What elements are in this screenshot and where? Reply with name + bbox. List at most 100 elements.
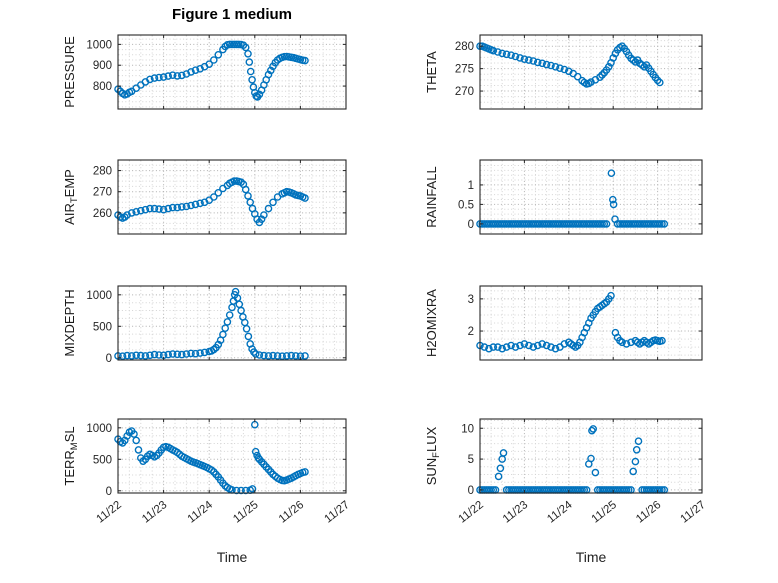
y-tick-label: 2 <box>468 326 474 338</box>
y-tick-label: 0 <box>468 219 474 231</box>
data-point <box>269 198 277 207</box>
data-point <box>146 75 154 84</box>
y-tick-label: 0 <box>106 486 112 498</box>
data-point <box>301 56 309 65</box>
data-point <box>146 351 154 360</box>
data-point <box>246 67 255 76</box>
y-axis-label: RAINFALL <box>424 166 439 227</box>
y-tick-label: 0 <box>468 485 474 497</box>
y-axis-label: MIXDEPTH <box>62 289 77 356</box>
data-point <box>485 344 493 353</box>
data-point <box>132 436 140 445</box>
data-point <box>551 63 560 71</box>
y-tick-label: 1000 <box>86 290 112 302</box>
data-point <box>542 60 551 69</box>
data-point <box>173 350 182 359</box>
data-point <box>260 351 268 360</box>
data-point <box>291 352 300 360</box>
data-point <box>287 351 296 360</box>
data-point <box>123 351 131 360</box>
data-point <box>498 49 507 58</box>
data-point <box>150 350 159 359</box>
data-point <box>656 220 664 228</box>
x-tick-label: 11/22 <box>94 499 123 526</box>
y-tick-label: 280 <box>455 41 474 53</box>
x-tick-label: 11/25 <box>231 499 260 526</box>
y-tick-label: 1000 <box>86 423 112 435</box>
y-tick-label: 3 <box>468 294 474 306</box>
data-point <box>609 200 618 209</box>
data-point <box>225 40 234 49</box>
data-point <box>516 54 524 62</box>
data-point <box>493 343 502 351</box>
data-point <box>127 352 136 360</box>
data-point <box>168 350 177 358</box>
data-point <box>244 192 252 200</box>
data-point <box>629 467 638 476</box>
data-point <box>631 457 640 466</box>
data-point <box>164 350 172 359</box>
y-tick-label: 1000 <box>86 39 112 51</box>
axes-box <box>479 34 703 110</box>
data-point <box>187 68 195 76</box>
data-point <box>214 51 223 59</box>
data-point <box>507 51 515 60</box>
data-point <box>241 185 250 194</box>
y-axis-label: TERRMSL <box>62 426 80 485</box>
data-point <box>136 206 145 215</box>
data-point <box>241 486 250 495</box>
data-point <box>191 66 200 74</box>
data-point <box>150 74 159 82</box>
data-point <box>225 311 234 319</box>
data-point <box>538 340 547 348</box>
data-point <box>600 220 609 228</box>
axes-box <box>117 418 347 494</box>
data-point <box>520 340 529 348</box>
data-point <box>187 201 195 210</box>
data-point <box>480 343 489 351</box>
y-tick-label: 275 <box>455 64 474 76</box>
data-point <box>538 59 547 68</box>
subplot-pressure: 800 900 1000 PRESSURE <box>62 34 347 110</box>
data-point <box>141 205 150 214</box>
data-point <box>609 195 617 204</box>
data-point <box>511 343 520 351</box>
y-axis-label: H2OMIXRA <box>424 289 439 357</box>
data-point <box>214 188 223 197</box>
data-point <box>656 78 664 87</box>
data-point <box>134 446 143 454</box>
y-tick-label: 270 <box>455 86 474 98</box>
data-point <box>273 352 282 360</box>
data-point <box>591 468 600 477</box>
data-point <box>196 349 204 357</box>
data-point <box>556 64 564 72</box>
subplot-h2omixra: 2 3 H2OMIXRA <box>424 285 703 361</box>
x-tick-label: 11/24 <box>186 499 216 526</box>
data-point <box>244 332 253 341</box>
data-point <box>173 72 182 80</box>
data-point <box>246 198 254 207</box>
data-point <box>529 57 538 65</box>
data-point <box>187 349 195 358</box>
xaxis-label-left: Time <box>216 549 248 565</box>
data-point <box>146 204 154 213</box>
y-tick-label: 10 <box>461 423 474 435</box>
data-point <box>168 203 177 212</box>
x-tick-label: 11/27 <box>322 499 351 526</box>
data-point <box>607 291 615 300</box>
y-tick-label: 500 <box>93 321 112 333</box>
data-point <box>547 61 555 70</box>
axes-box <box>117 34 347 110</box>
data-point <box>155 73 163 82</box>
x-tick-label: 11/23 <box>140 499 169 526</box>
data-point <box>164 204 172 213</box>
data-point <box>159 205 168 214</box>
data-point <box>573 72 582 81</box>
data-point <box>150 204 159 213</box>
data-point <box>494 472 503 481</box>
data-point <box>605 63 613 71</box>
data-point <box>264 352 273 360</box>
data-point <box>168 71 177 79</box>
data-point <box>164 72 172 80</box>
